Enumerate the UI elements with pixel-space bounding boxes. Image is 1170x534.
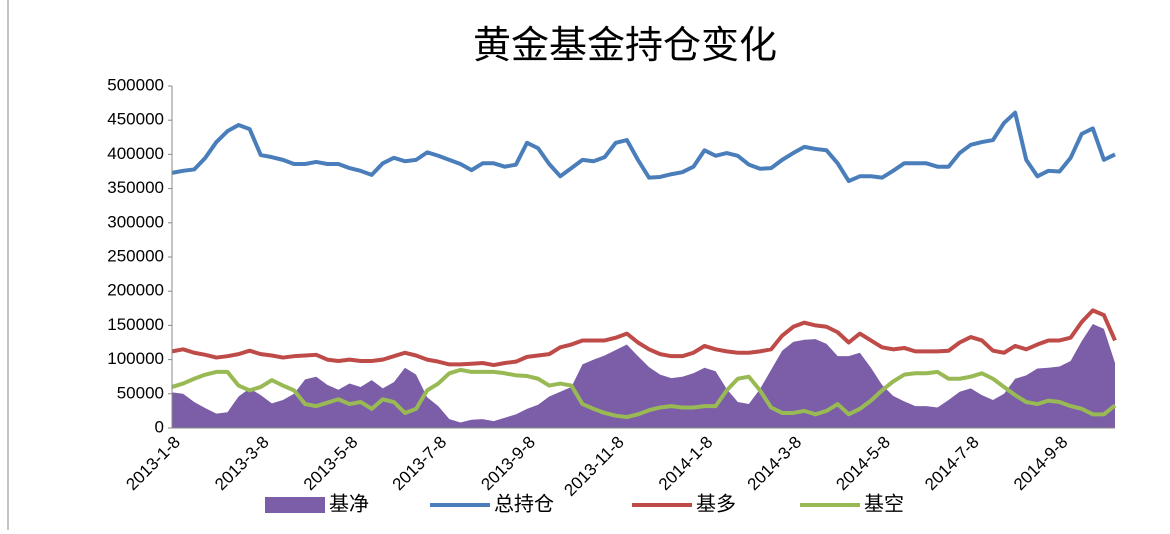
x-tick-label: 2013-7-8 — [389, 433, 451, 495]
y-tick-label: 300000 — [107, 212, 164, 231]
y-tick-label: 350000 — [107, 178, 164, 197]
x-tick-label: 2014-7-8 — [921, 433, 983, 495]
x-tick-label: 2013-11-8 — [560, 433, 627, 500]
y-tick-label: 450000 — [107, 110, 164, 129]
x-tick-label: 2014-5-8 — [832, 433, 894, 495]
y-tick-label: 50000 — [117, 383, 164, 402]
x-tick-label: 2014-9-8 — [1010, 433, 1072, 495]
y-tick-label: 400000 — [107, 144, 164, 163]
legend-label: 基空 — [864, 492, 904, 515]
x-tick-label: 2013-3-8 — [211, 433, 273, 495]
area — [172, 324, 1115, 428]
x-tick-label: 2013-5-8 — [300, 433, 362, 495]
legend-label: 基净 — [329, 492, 369, 515]
legend-label: 总持仓 — [494, 492, 554, 515]
y-tick-label: 250000 — [107, 246, 164, 265]
chart-title: 黄金基金持仓变化 — [473, 25, 777, 67]
line — [171, 110, 1116, 184]
line — [171, 308, 1117, 368]
x-tick-label: 2013-1-8 — [122, 433, 184, 495]
x-tick-label: 2014-3-8 — [744, 433, 806, 495]
y-tick-label: 200000 — [107, 281, 164, 300]
line — [171, 367, 1117, 420]
y-tick-label: 150000 — [107, 315, 164, 334]
legend-label: 基多 — [696, 492, 736, 515]
y-tick-label: 0 — [155, 417, 164, 436]
legend-swatch — [265, 497, 325, 513]
y-tick-label: 100000 — [107, 349, 164, 368]
y-tick-label: 500000 — [107, 75, 164, 94]
x-tick-label: 2013-9-8 — [477, 433, 539, 495]
x-tick-label: 2014-1-8 — [655, 433, 717, 495]
